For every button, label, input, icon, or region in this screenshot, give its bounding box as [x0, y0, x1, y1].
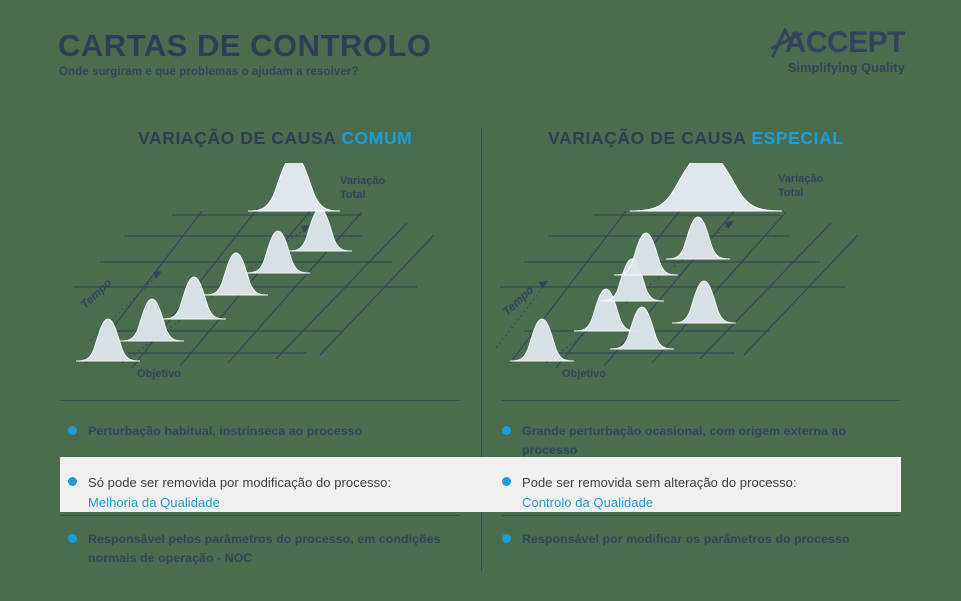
column-divider — [481, 128, 482, 571]
bullet-text: Perturbação habitual, instrínseca ao pro… — [88, 424, 363, 438]
bullet-text-emphasis: Controlo da Qualidade — [522, 494, 654, 510]
logo-wordmark: ACCEPT — [784, 26, 906, 59]
section-title-comum: VARIAÇÃO DE CAUSA COMUM — [138, 128, 412, 149]
bullet-text: Responsável pelos parâmetros do processo… — [88, 532, 441, 565]
distribution-7 — [665, 216, 731, 260]
bullet-text-emphasis: Melhoria da Qualidade — [88, 494, 220, 510]
label-variacao-total-left: Variação Total — [340, 175, 386, 201]
total-variation-curve — [247, 163, 341, 212]
label-variacao-total-right: Variação Total — [778, 173, 824, 199]
bullet-text: Responsável por modificar os parâmetros … — [522, 532, 850, 546]
section-title-comum-prefix: VARIAÇÃO DE CAUSA — [138, 128, 342, 148]
label-objetivo-left: Objetivo — [137, 368, 182, 380]
distribution-4 — [613, 232, 679, 276]
bullet-text-main: Pode ser removida sem alteração do proce… — [522, 475, 797, 490]
distribution-5 — [245, 230, 311, 274]
section-title-especial-prefix: VARIAÇÃO DE CAUSA — [548, 128, 752, 148]
bullet-text-main: Só pode ser removida por modificação do … — [88, 475, 392, 490]
bullet-comum-1: Perturbação habitual, instrínseca ao pro… — [68, 422, 468, 441]
rule-left-top — [60, 400, 460, 401]
total-variation-curve — [629, 163, 783, 212]
diagram-common-cause-svg — [74, 163, 435, 369]
bullet-especial-1: Grande perturbação ocasional, com origem… — [502, 422, 902, 459]
distribution-1 — [509, 318, 575, 362]
page-title: CARTAS DE CONTROLO — [58, 28, 432, 63]
bullet-dot-icon — [68, 534, 77, 543]
diagram-special-cause: Variação Total Objetivo Tempo — [490, 163, 890, 395]
logo-mark: ACCEPT — [755, 26, 906, 60]
bullet-dot-icon — [502, 534, 511, 543]
bullet-dot-icon — [68, 477, 77, 486]
bullet-comum-3: Responsável pelos parâmetros do processo… — [68, 530, 468, 567]
bullet-text: Pode ser removida sem alteração do proce… — [522, 473, 797, 512]
section-title-especial-accent: ESPECIAL — [751, 128, 844, 148]
bullet-dot-icon — [502, 426, 511, 435]
bullet-especial-2: Pode ser removida sem alteração do proce… — [502, 473, 902, 512]
page-subtitle: Onde surgiram e que problemas o ajudam a… — [59, 66, 359, 78]
accept-logo: ACCEPT Simplifying Quality — [755, 26, 906, 75]
label-objetivo-right: Objetivo — [562, 368, 607, 380]
rule-right-bottom — [502, 515, 900, 516]
distribution-4 — [203, 252, 269, 296]
bullet-dot-icon — [68, 426, 77, 435]
bullet-section: Perturbação habitual, instrínseca ao pro… — [0, 400, 961, 575]
distribution-3 — [161, 276, 227, 320]
bullet-text: Só pode ser removida por modificação do … — [88, 473, 391, 512]
diagram-special-cause-svg — [495, 163, 859, 369]
rule-right-top — [502, 400, 900, 401]
section-title-comum-accent: COMUM — [341, 128, 413, 148]
bullet-text: Grande perturbação ocasional, com origem… — [522, 424, 847, 457]
bullet-especial-3: Responsável por modificar os parâmetros … — [502, 530, 902, 549]
highlight-band — [60, 457, 901, 512]
diagram-common-cause: Variação Total Objetivo Tempo — [62, 163, 462, 395]
section-title-especial: VARIAÇÃO DE CAUSA ESPECIAL — [548, 128, 844, 149]
rule-left-bottom — [60, 515, 460, 516]
bullet-comum-2: Só pode ser removida por modificação do … — [68, 473, 468, 512]
bullet-dot-icon — [502, 477, 511, 486]
logo-tagline: Simplifying Quality — [787, 61, 905, 75]
